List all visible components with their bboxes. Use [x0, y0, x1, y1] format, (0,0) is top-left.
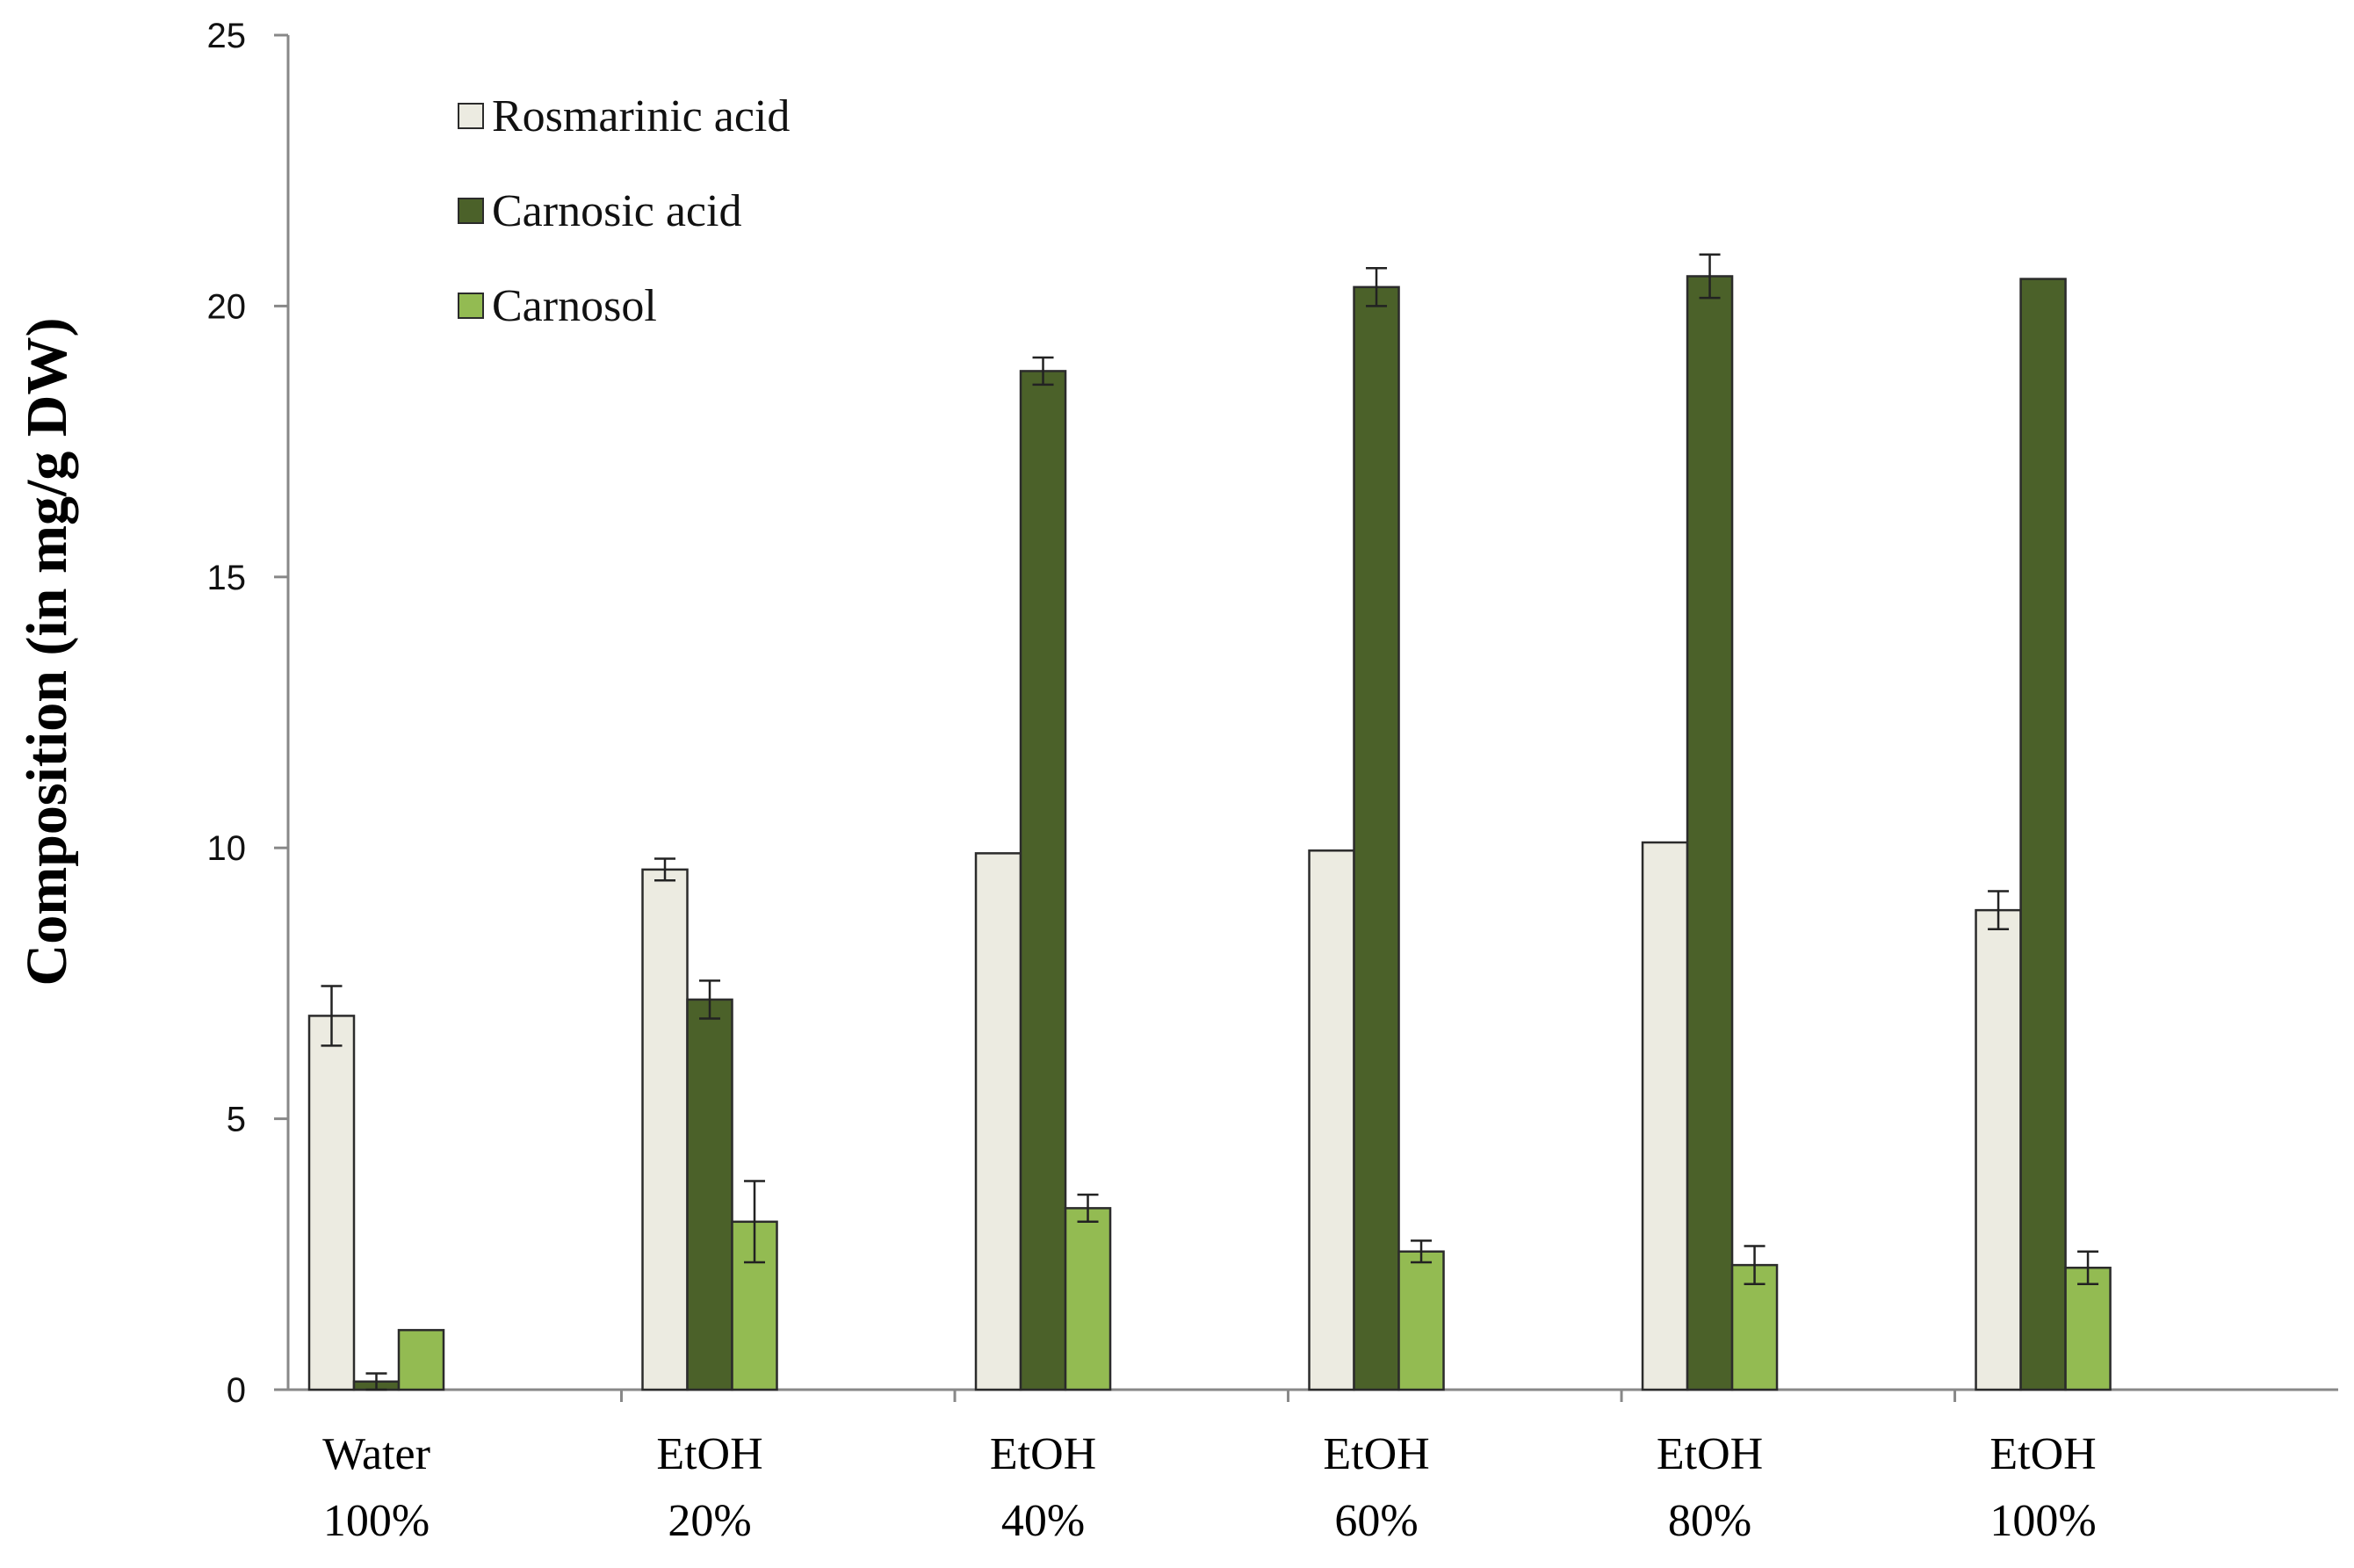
bar: [1397, 1250, 1445, 1391]
error-bars: [321, 253, 2099, 1391]
y-tick-label: 25: [207, 17, 247, 55]
y-axis-label: Composition (in mg/g DW): [15, 318, 79, 986]
bars: [307, 275, 2112, 1391]
bar: [397, 1328, 445, 1391]
legend-label: Rosmarinic acid: [492, 91, 790, 141]
legend-swatch: [458, 293, 484, 319]
bar: [641, 868, 689, 1391]
error-bar: [1699, 253, 1721, 300]
x-tick-label: Water: [322, 1429, 430, 1479]
bar: [1353, 285, 1400, 1391]
error-bar: [744, 1180, 766, 1264]
y-tick-label: 15: [207, 559, 247, 597]
bar: [1019, 370, 1067, 1391]
bar: [2019, 278, 2067, 1391]
bar: [974, 852, 1022, 1391]
x-tick-label: 80%: [1668, 1496, 1751, 1546]
x-tick-label: 100%: [323, 1496, 430, 1546]
bar: [2064, 1266, 2112, 1391]
axes: 0 5 10 15 20 25 Water 100% EtOH 20% EtOH 40% EtOH 60%…: [207, 17, 2338, 1546]
error-bar: [1366, 266, 1388, 307]
x-tick-label: EtOH: [1323, 1429, 1429, 1479]
y-tick-label: 0: [227, 1371, 246, 1410]
bar: [1308, 849, 1355, 1391]
error-bar: [1032, 356, 1054, 387]
x-tick-label: EtOH: [1989, 1429, 2096, 1479]
x-tick-label: 60%: [1334, 1496, 1418, 1546]
y-tick-label: 5: [227, 1101, 246, 1139]
bar: [1686, 275, 1734, 1391]
bar: [1730, 1263, 1779, 1391]
error-bar: [699, 979, 721, 1020]
x-tick-label: EtOH: [1657, 1429, 1763, 1479]
bar: [1641, 841, 1689, 1391]
y-tick-label: 20: [207, 287, 247, 326]
x-tick-label: 20%: [668, 1496, 751, 1546]
x-tick-label: 40%: [1001, 1496, 1085, 1546]
legend-label: Carnosic acid: [492, 186, 741, 236]
bar: [1975, 908, 2022, 1391]
x-tick-label: EtOH: [656, 1429, 762, 1479]
legend-swatch: [458, 198, 484, 224]
error-bar: [365, 1372, 387, 1391]
bar: [1064, 1207, 1112, 1391]
x-tick-label: 100%: [1989, 1496, 2096, 1546]
bar: [307, 1015, 356, 1391]
bar: [686, 998, 733, 1391]
error-bar: [1988, 890, 2010, 930]
error-bar: [1744, 1245, 1766, 1285]
legend-label: Carnosol: [492, 281, 657, 331]
error-bar: [2077, 1250, 2099, 1285]
error-bar: [321, 985, 343, 1047]
error-bar: [1411, 1239, 1433, 1264]
error-bar: [1077, 1193, 1099, 1224]
x-tick-label: EtOH: [990, 1429, 1096, 1479]
y-tick-label: 10: [207, 829, 247, 868]
legend-swatch: [458, 103, 484, 129]
legend: Rosmarinic acid Carnosic acid Carnosol: [458, 91, 790, 331]
error-bar: [654, 857, 676, 882]
